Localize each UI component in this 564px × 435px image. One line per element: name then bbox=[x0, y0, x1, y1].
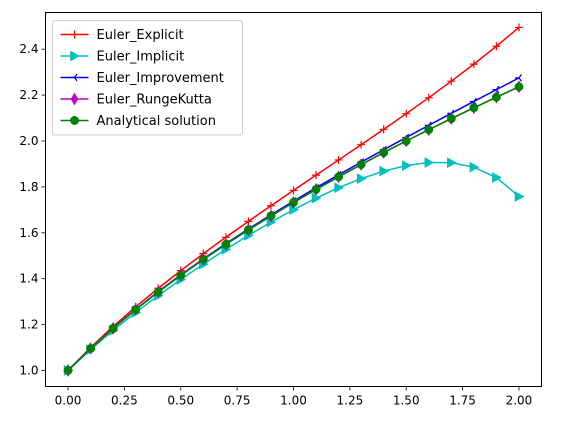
data-point bbox=[356, 160, 366, 169]
legend-label: Euler_RungeKutta bbox=[97, 93, 212, 108]
data-point bbox=[446, 114, 456, 124]
x-tick-label: 1.25 bbox=[337, 394, 364, 408]
data-point bbox=[401, 136, 411, 146]
x-tick-label: 1.00 bbox=[280, 394, 307, 408]
data-point bbox=[243, 225, 253, 235]
data-point bbox=[357, 140, 366, 149]
legend-item: Euler_RungeKutta bbox=[60, 92, 212, 108]
x-tick-label: 0.25 bbox=[111, 394, 138, 408]
legend-item: Euler_Improvement bbox=[60, 71, 224, 86]
data-point bbox=[266, 211, 276, 221]
x-tick-label: 2.00 bbox=[506, 394, 533, 408]
data-point bbox=[63, 365, 73, 375]
y-axis: 1.0 1.2 1.4 1.6 1.8 2.0 2.2 2.4 bbox=[19, 42, 46, 377]
data-point bbox=[401, 160, 412, 172]
data-point bbox=[424, 93, 433, 102]
data-point bbox=[379, 148, 389, 158]
x-tick-label: 0.75 bbox=[224, 394, 251, 408]
x-tick-label: 1.50 bbox=[393, 394, 420, 408]
series-analytical-solution bbox=[63, 82, 524, 375]
data-point bbox=[379, 165, 390, 177]
y-tick-label: 1.6 bbox=[19, 226, 38, 240]
legend-label: Euler_Implicit bbox=[97, 50, 185, 65]
y-tick-label: 1.8 bbox=[19, 180, 38, 194]
legend-box bbox=[52, 20, 243, 136]
data-point bbox=[469, 103, 479, 113]
data-point bbox=[334, 172, 344, 182]
legend-label: Euler_Explicit bbox=[97, 28, 184, 43]
legend-marker bbox=[70, 116, 79, 125]
data-point bbox=[492, 42, 501, 51]
x-tick-label: 0.50 bbox=[167, 394, 194, 408]
x-tick-label: 0.00 bbox=[55, 394, 82, 408]
legend-marker bbox=[70, 50, 81, 62]
y-tick-label: 2.4 bbox=[19, 42, 38, 56]
legend-label: Euler_Improvement bbox=[97, 71, 224, 86]
legend-label: Analytical solution bbox=[97, 114, 216, 129]
data-point bbox=[447, 157, 457, 169]
data-point bbox=[86, 344, 96, 353]
y-tick-label: 2.0 bbox=[19, 134, 38, 148]
data-point bbox=[221, 239, 231, 249]
legend-marker bbox=[70, 30, 79, 39]
data-point bbox=[469, 60, 478, 69]
legend: Euler_Explicit Euler_Implicit Euler_Improv… bbox=[52, 20, 243, 136]
y-tick-label: 2.2 bbox=[19, 88, 38, 102]
x-tick-label: 1.75 bbox=[449, 394, 476, 408]
data-point bbox=[492, 172, 502, 183]
data-point bbox=[176, 270, 186, 280]
legend-marker bbox=[70, 92, 79, 106]
legend-item: Euler_Explicit bbox=[60, 28, 184, 43]
data-point bbox=[424, 157, 435, 168]
y-tick-label: 1.0 bbox=[19, 363, 38, 377]
data-point bbox=[514, 82, 524, 92]
data-point bbox=[153, 287, 163, 297]
data-point bbox=[108, 323, 118, 333]
data-point bbox=[198, 255, 208, 265]
data-point bbox=[356, 173, 367, 185]
data-point bbox=[289, 186, 298, 195]
data-point bbox=[514, 74, 522, 82]
data-point bbox=[289, 198, 298, 207]
data-point bbox=[266, 201, 275, 210]
data-point bbox=[514, 191, 525, 202]
y-tick-label: 1.2 bbox=[19, 318, 38, 332]
data-point bbox=[514, 23, 523, 32]
legend-marker bbox=[70, 73, 78, 82]
data-point bbox=[492, 85, 500, 94]
data-point bbox=[379, 125, 388, 134]
data-point bbox=[312, 171, 321, 180]
data-point bbox=[447, 77, 456, 86]
data-point bbox=[334, 182, 345, 194]
data-point bbox=[424, 125, 434, 135]
series-group bbox=[63, 23, 525, 377]
legend-item: Euler_Implicit bbox=[60, 50, 185, 65]
data-point bbox=[334, 155, 343, 164]
x-axis: 0.00 0.25 0.50 0.75 1.00 1.25 1.50 1.75 2.00 bbox=[55, 386, 533, 408]
data-point bbox=[311, 192, 322, 204]
data-point bbox=[131, 305, 141, 315]
legend-item: Analytical solution bbox=[60, 114, 216, 129]
data-point bbox=[469, 161, 480, 173]
data-point bbox=[491, 92, 501, 102]
data-point bbox=[311, 184, 321, 194]
data-point bbox=[402, 109, 411, 118]
y-tick-label: 1.4 bbox=[19, 272, 38, 286]
